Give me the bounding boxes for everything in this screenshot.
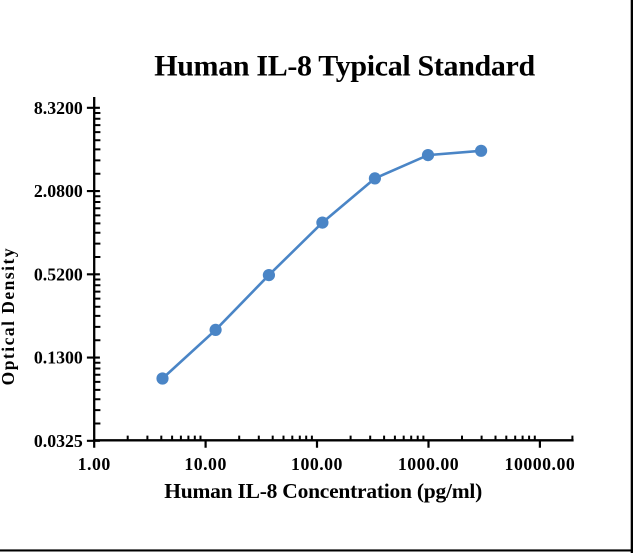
svg-text:0.5200: 0.5200 (34, 264, 83, 284)
svg-text:0.1300: 0.1300 (34, 348, 83, 368)
svg-text:Human IL-8 Typical Standard: Human IL-8 Typical Standard (154, 50, 535, 83)
svg-text:8.3200: 8.3200 (34, 98, 83, 118)
svg-text:10000.00: 10000.00 (505, 454, 576, 474)
svg-text:1000.00: 1000.00 (398, 454, 459, 474)
svg-text:2.0800: 2.0800 (34, 181, 83, 201)
svg-text:0.0325: 0.0325 (34, 431, 83, 451)
svg-text:10.00: 10.00 (184, 454, 227, 474)
svg-text:100.00: 100.00 (291, 454, 343, 474)
svg-text:Human IL-8 Concentration (pg/m: Human IL-8 Concentration (pg/ml) (164, 479, 482, 503)
svg-text:1.00: 1.00 (78, 454, 111, 474)
svg-text:Optical Density: Optical Density (0, 248, 18, 385)
